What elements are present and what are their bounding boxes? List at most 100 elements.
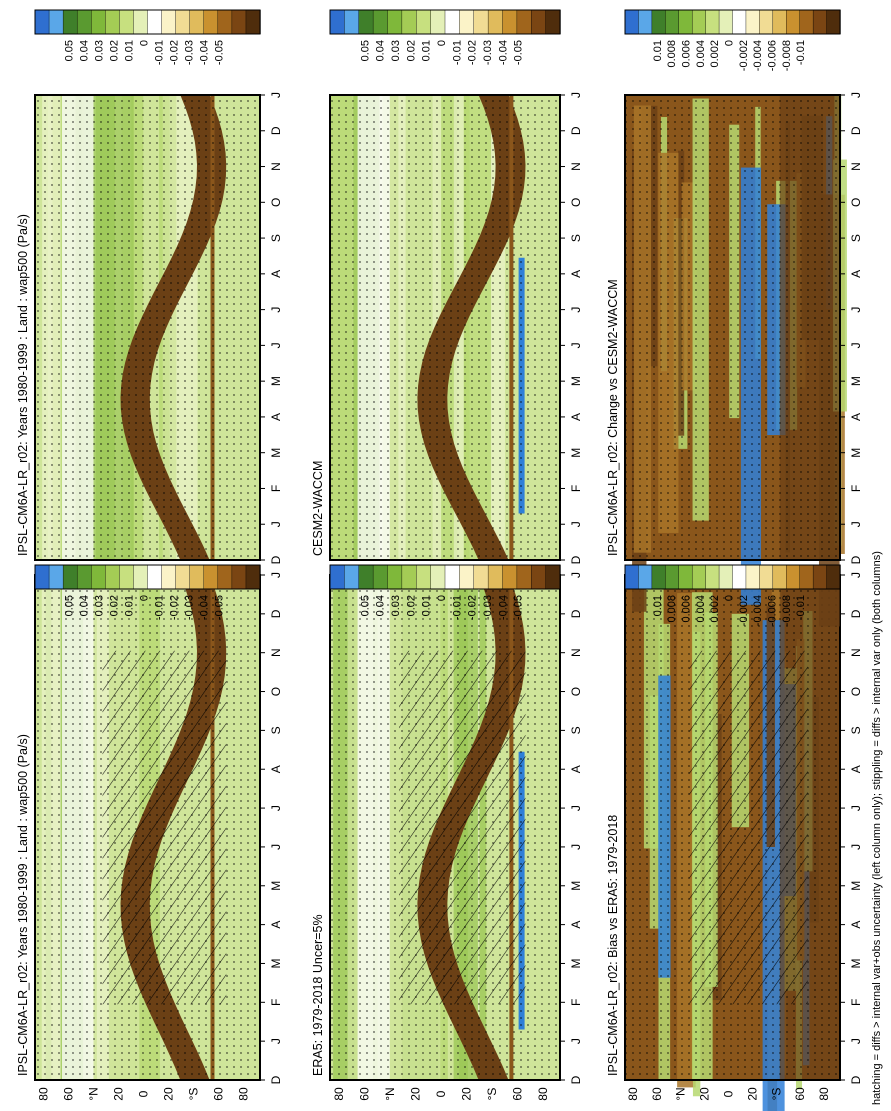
- colorbar-swatch: [344, 9, 360, 35]
- stipple-overlay: [330, 95, 560, 560]
- month-tick-label: N: [569, 648, 583, 657]
- colorbar: 0.05 0.04 0.03 0.02 0.01 0 -0.01 -0.02 -0.03 -0.0…: [34, 9, 261, 65]
- colorbar-frame: [624, 9, 841, 35]
- colorbar-swatch: [161, 9, 177, 35]
- colorbar-swatch: [531, 564, 547, 590]
- colorbar-swatch: [459, 9, 475, 35]
- lat-tick-label: 80: [237, 1087, 251, 1101]
- hatch-overlay: [399, 650, 526, 1005]
- colorbar-tick-label: 0.02: [405, 595, 417, 616]
- colorbar-swatch: [799, 9, 814, 35]
- colorbar-tick-label: -0.008: [781, 595, 793, 626]
- colorbar-swatch: [147, 564, 163, 590]
- colorbar-swatch: [665, 564, 680, 590]
- lat-tick-label: 0: [434, 1090, 448, 1097]
- colorbar-swatch: [638, 564, 653, 590]
- month-tick-label: D: [569, 1075, 583, 1084]
- colorbar-swatch: [732, 9, 747, 35]
- month-tick-label: M: [269, 376, 283, 386]
- colorbar-swatch: [516, 564, 532, 590]
- colorbar: 0.05 0.04 0.03 0.02 0.01 0 -0.01 -0.02 -0.03 -0.0…: [329, 564, 561, 620]
- colorbar-tick-label: 0.05: [359, 40, 371, 61]
- month-tick-label: M: [269, 881, 283, 891]
- month-tick-label: N: [849, 648, 863, 657]
- month-tick-label: O: [849, 198, 863, 207]
- colorbar-swatch: [786, 564, 801, 590]
- month-tick-label: S: [569, 234, 583, 242]
- month-tick-label: J: [569, 844, 583, 850]
- colorbar-swatch: [430, 9, 446, 35]
- colorbar-tick-label: -0.01: [451, 595, 463, 620]
- colorbar-tick-label: 0: [724, 40, 736, 46]
- colorbar-tick-label: 0.02: [109, 40, 121, 61]
- colorbar-tick-label: -0.02: [169, 40, 181, 65]
- colorbar-tick-label: -0.04: [199, 595, 211, 620]
- colorbar-tick-label: -0.03: [184, 595, 196, 620]
- colorbar-swatch: [358, 564, 374, 590]
- colorbar-tick-label: -0.02: [169, 595, 181, 620]
- colorbar-swatch: [705, 9, 720, 35]
- colorbar-swatch: [502, 9, 518, 35]
- month-tick-label: F: [849, 485, 863, 492]
- colorbar-swatch: [624, 9, 640, 35]
- colorbar-tick-label: -0.004: [752, 595, 764, 626]
- colorbar-swatch: [487, 564, 504, 590]
- month-tick-label: J: [269, 844, 283, 850]
- month-tick-label: J: [569, 92, 583, 98]
- lat-tick-label: °N: [87, 1087, 101, 1100]
- colorbar-tick-label: -0.05: [214, 595, 226, 620]
- colorbar-swatch: [638, 9, 653, 35]
- lat-tick-label: 60: [357, 1087, 371, 1101]
- month-tick-label: J: [269, 572, 283, 578]
- colorbar-swatch: [624, 564, 640, 590]
- lat-tick-label: 20: [408, 1087, 422, 1101]
- colorbar-tick-label: 0.04: [375, 595, 387, 616]
- month-tick-label: J: [569, 307, 583, 313]
- colorbar-swatch: [502, 564, 518, 590]
- panel-change: 8060°N20020°S6080DJFMAMJJASONDJIPSL-CM6A…: [606, 92, 863, 627]
- colorbar-swatch: [416, 9, 432, 35]
- colorbar-swatch: [651, 564, 667, 590]
- month-tick-label: F: [849, 999, 863, 1006]
- colorbar-swatch: [799, 564, 814, 590]
- colorbar-swatch: [119, 9, 135, 35]
- panel-ref-model: 8060°N20020°S6080DJFMAMJJASONDJCESM2-WAC…: [311, 92, 583, 581]
- month-tick-label: O: [569, 687, 583, 696]
- colorbar-swatch: [545, 9, 561, 35]
- lat-tick-label: 60: [511, 1087, 525, 1101]
- colorbar-tick-label: 0: [139, 595, 151, 601]
- month-tick-label: S: [849, 726, 863, 734]
- colorbar-swatch: [372, 564, 389, 590]
- month-tick-label: J: [849, 844, 863, 850]
- month-tick-label: M: [569, 881, 583, 891]
- month-tick-label: S: [569, 726, 583, 734]
- colorbar-swatch: [245, 9, 261, 35]
- month-tick-label: F: [569, 999, 583, 1006]
- panel-model-left: 80 60 °N 20 0 20 °S 60 80 D J F M A M J J A S O N D J IPSL-CM6A…: [16, 572, 283, 1101]
- lat-tick-label: °S: [769, 1088, 783, 1101]
- panel-model-right: 8060°N20020°S6080DJFMAMJJASONDJIPSL-CM6A…: [16, 92, 283, 581]
- colorbar-tick-label: 0.01: [652, 595, 664, 616]
- month-tick-label: D: [269, 609, 283, 618]
- lat-tick-label: 20: [112, 1087, 126, 1101]
- stipple-overlay: [625, 95, 840, 560]
- colorbar-swatch: [105, 9, 121, 35]
- lat-tick-label: 60: [62, 1087, 76, 1101]
- colorbar-tick-label: 0: [724, 595, 736, 601]
- colorbar-tick-label: 0.002: [709, 40, 721, 68]
- colorbar-swatch: [217, 9, 233, 35]
- hatch-overlay: [689, 650, 808, 1005]
- colorbar-tick-label: 0.05: [64, 595, 76, 616]
- colorbar-swatch: [772, 9, 787, 35]
- colorbar-tick-label: 0.05: [359, 595, 371, 616]
- colorbar-swatch: [473, 564, 489, 590]
- month-tick-label: A: [849, 413, 863, 421]
- month-tick-label: A: [569, 413, 583, 421]
- colorbar-swatch: [203, 564, 219, 590]
- month-tick-label: A: [849, 921, 863, 929]
- colorbar-swatch: [651, 9, 667, 35]
- month-tick-label: J: [269, 307, 283, 313]
- colorbar-tick-label: 0.01: [421, 40, 433, 61]
- colorbar-swatch: [48, 564, 64, 590]
- month-tick-label: J: [849, 805, 863, 811]
